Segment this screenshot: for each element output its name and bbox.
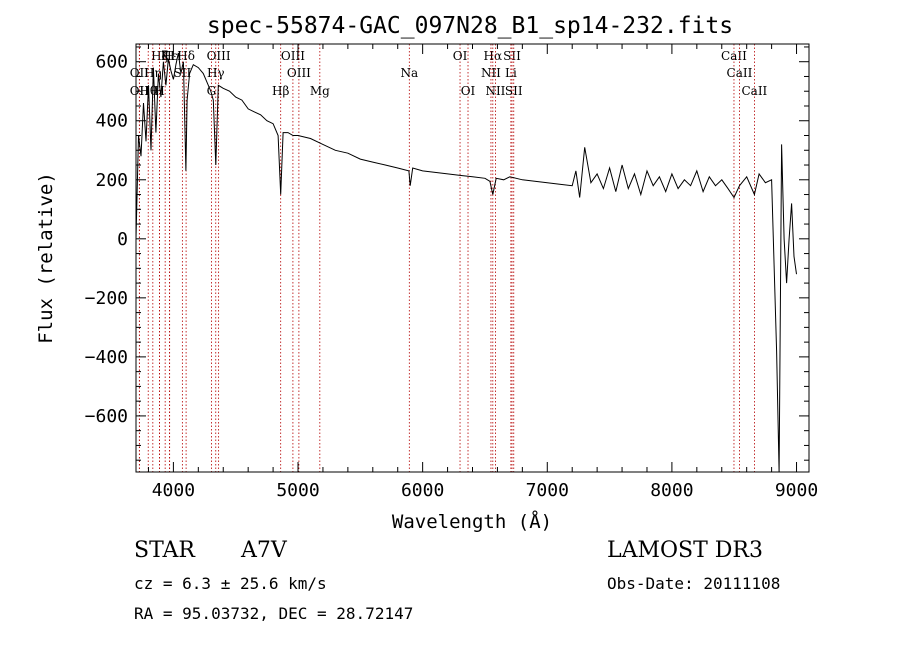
line-label: OI <box>453 49 468 63</box>
line-label: CaII <box>741 84 767 98</box>
line-label: K <box>161 49 171 63</box>
line-label: OIII <box>207 49 231 63</box>
y-axis-label: Flux (relative) <box>35 172 57 344</box>
line-label: SII <box>503 49 521 63</box>
y-tick-label: 200 <box>95 170 128 191</box>
line-label: OIII <box>281 49 305 63</box>
x-tick-label: 6000 <box>401 480 444 501</box>
y-tick-label: −600 <box>85 406 128 427</box>
line-label: H <box>154 84 164 98</box>
line-label: SII <box>174 66 192 80</box>
line-label: Hδ <box>177 49 195 63</box>
line-label: OIII <box>287 66 311 80</box>
x-tick-label: 5000 <box>276 480 319 501</box>
y-tick-label: −200 <box>85 288 128 309</box>
x-axis: 4000 5000 6000 7000 8000 9000 <box>147 44 818 501</box>
line-label: NII <box>485 84 505 98</box>
redshift-cz: cz = 6.3 ± 25.6 km/s <box>134 574 327 593</box>
x-tick-label: 8000 <box>650 480 693 501</box>
line-label: OI <box>461 84 476 98</box>
line-label: SII <box>505 84 523 98</box>
line-label: Hα <box>484 49 503 63</box>
x-tick-label: 4000 <box>152 480 195 501</box>
line-label: Na <box>400 66 418 80</box>
line-label: Hβ <box>272 84 289 98</box>
observation-date: Obs-Date: 20111108 <box>607 574 781 593</box>
line-label: Hγ <box>207 66 225 80</box>
object-type: STAR <box>134 538 195 563</box>
line-label: Mg <box>310 84 330 98</box>
flux-line <box>135 52 797 473</box>
y-tick-label: −400 <box>85 347 128 368</box>
plot-frame <box>135 43 810 473</box>
line-label: CaII <box>727 66 753 80</box>
x-tick-label: 9000 <box>775 480 818 501</box>
y-axis: −600 −400 −200 0 200 400 600 <box>85 46 809 461</box>
line-label: NII <box>481 66 501 80</box>
line-label: Hε <box>161 49 178 63</box>
y-tick-label: 600 <box>95 52 128 73</box>
y-tick-label: 400 <box>95 111 128 132</box>
x-axis-label: Wavelength (Å) <box>392 510 552 533</box>
survey-name: LAMOST DR3 <box>607 538 763 563</box>
y-tick-label: 0 <box>117 229 128 250</box>
x-tick-label: 7000 <box>526 480 569 501</box>
line-label: CaII <box>721 49 747 63</box>
object-subclass: A7V <box>241 538 287 563</box>
flux-series <box>135 52 797 473</box>
coordinates: RA = 95.03732, DEC = 28.72147 <box>134 604 414 623</box>
line-label: Li <box>505 66 517 80</box>
chart-title: spec-55874-GAC_097N28_B1_sp14-232.fits <box>207 13 733 39</box>
line-label: G <box>207 84 217 98</box>
